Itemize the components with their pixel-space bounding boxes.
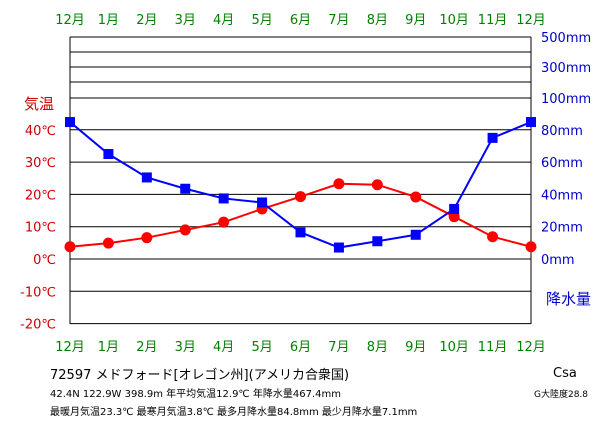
precipitation-point [141, 172, 152, 183]
temperature-point [448, 211, 460, 223]
precipitation-point [103, 149, 114, 160]
koppen-classification: Csa [553, 366, 577, 381]
precipitation-axis-ticks: 500mm 300mm 100mm 80mm 60mm 40mm 20mm 0mm [541, 31, 591, 268]
precipitation-tick-label: 20mm [541, 221, 583, 236]
precipitation-point [295, 227, 306, 238]
precipitation-point [372, 236, 383, 247]
temperature-point [295, 191, 306, 203]
precipitation-tick-label: 0mm [541, 253, 575, 268]
precipitation-tick-label: 500mm [541, 31, 591, 46]
month-label-bottom: 11月 [478, 340, 508, 355]
month-label-bottom: 12月 [516, 340, 546, 355]
precipitation-axis-title: 降水量 [546, 290, 591, 308]
precipitation-point [180, 183, 191, 194]
temperature-tick-label: -10℃ [20, 285, 56, 300]
temperature-tick-label: -20℃ [20, 318, 56, 333]
month-label-bottom: 10月 [439, 340, 469, 355]
monthly-extremes: 最暖月気温23.3℃ 最寒月気温3.8℃ 最多月降水量84.8mm 最少月降水量… [50, 407, 418, 418]
temperature-tick-label: 0℃ [33, 253, 56, 268]
month-label-top: 1月 [98, 13, 119, 28]
month-label-top: 12月 [516, 13, 546, 28]
month-label-bottom: 6月 [290, 340, 311, 355]
precipitation-tick-label: 300mm [541, 61, 591, 76]
month-label-top: 11月 [478, 13, 508, 28]
temperature-point [218, 216, 230, 228]
precipitation-point [449, 203, 460, 214]
month-label-bottom: 8月 [367, 340, 388, 355]
temperature-point [102, 237, 114, 249]
temperature-tick-label: 10℃ [25, 221, 56, 236]
bottom-month-labels: 12月 1月 2月 3月 4月 5月 6月 7月 8月 9月 10月 11月 12月 [55, 340, 546, 355]
month-label-bottom: 12月 [55, 340, 85, 355]
month-label-bottom: 2月 [136, 340, 157, 355]
month-label-top: 7月 [328, 13, 349, 28]
month-label-top: 8月 [367, 13, 388, 28]
temperature-point [525, 241, 537, 253]
month-label-top: 12月 [55, 13, 85, 28]
station-coordinates: 42.4N 122.9W 398.9m 年平均気温12.9℃ 年降水量467.4… [50, 389, 341, 400]
station-name: 72597 メドフォード[オレゴン州](アメリカ合衆国) [50, 368, 350, 383]
precipitation-point [410, 229, 421, 240]
precipitation-point [487, 132, 498, 143]
precipitation-point [526, 117, 536, 128]
chart-grid [69, 36, 532, 325]
month-label-top: 10月 [439, 13, 469, 28]
month-label-top: 6月 [290, 13, 311, 28]
month-label-bottom: 3月 [175, 340, 196, 355]
precipitation-point [65, 117, 75, 128]
month-label-bottom: 5月 [251, 340, 272, 355]
temperature-point [371, 179, 383, 191]
temperature-series [64, 178, 537, 253]
precipitation-tick-label: 40mm [541, 188, 583, 203]
month-label-top: 9月 [405, 13, 426, 28]
month-label-top: 2月 [136, 13, 157, 28]
precipitation-tick-label: 100mm [541, 92, 591, 107]
temperature-point [487, 231, 499, 243]
month-label-top: 3月 [175, 13, 196, 28]
precipitation-series [65, 117, 536, 253]
top-month-labels: 12月 1月 2月 3月 4月 5月 6月 7月 8月 9月 10月 11月 12月 [55, 13, 546, 28]
continentality-index: G大陸度28.8 [534, 390, 589, 400]
precipitation-point [333, 242, 344, 253]
month-label-bottom: 9月 [405, 340, 426, 355]
temperature-point [179, 224, 191, 236]
temperature-axis-ticks: 40℃ 30℃ 20℃ 10℃ 0℃ -10℃ -20℃ [20, 124, 56, 333]
temperature-tick-label: 20℃ [25, 188, 56, 203]
month-label-bottom: 1月 [98, 340, 119, 355]
temperature-point [141, 232, 153, 244]
temperature-point [64, 241, 76, 253]
temperature-point [410, 191, 422, 203]
precipitation-point [218, 193, 229, 204]
precipitation-tick-label: 80mm [541, 124, 583, 139]
temperature-point [333, 178, 345, 190]
temperature-axis-title: 気温 [24, 95, 54, 113]
precipitation-point [257, 197, 268, 208]
month-label-top: 4月 [213, 13, 234, 28]
month-label-bottom: 7月 [328, 340, 349, 355]
temperature-tick-label: 40℃ [25, 124, 56, 139]
temperature-tick-label: 30℃ [25, 156, 56, 171]
month-label-bottom: 4月 [213, 340, 234, 355]
month-label-top: 5月 [251, 13, 272, 28]
precipitation-tick-label: 60mm [541, 156, 583, 171]
